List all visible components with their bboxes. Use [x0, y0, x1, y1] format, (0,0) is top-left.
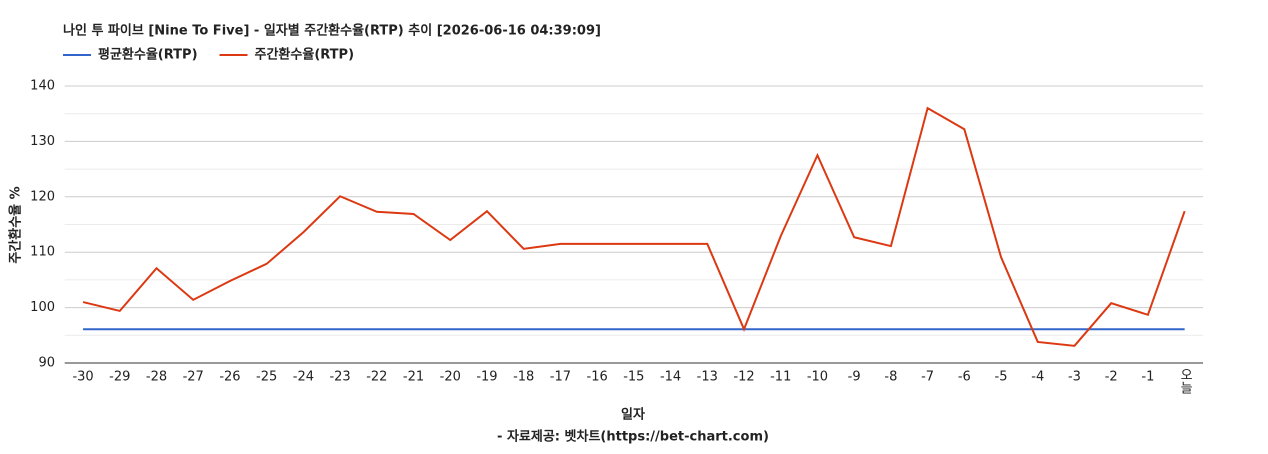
- x-tick-label: -24: [293, 370, 314, 385]
- x-tick-label: -30: [72, 370, 93, 385]
- x-tick-label: -16: [587, 370, 608, 385]
- x-tick-label: -26: [219, 370, 240, 385]
- x-tick-label: -10: [807, 370, 828, 385]
- x-tick-label: -23: [329, 370, 350, 385]
- x-tick-label: -3: [1068, 370, 1081, 385]
- y-tick-label: 110: [30, 245, 55, 260]
- x-tick-label: -1: [1141, 370, 1154, 385]
- x-tick-label: -25: [256, 370, 277, 385]
- y-tick-label: 120: [30, 189, 55, 204]
- legend-label: 주간환수율(RTP): [255, 47, 355, 63]
- x-tick-label: -28: [146, 370, 167, 385]
- x-tick-label: -22: [366, 370, 387, 385]
- y-axis-title: 주간환수율 %: [8, 186, 24, 263]
- y-tick-label: 100: [30, 300, 55, 315]
- x-tick-label: -9: [848, 370, 861, 385]
- x-tick-label: -29: [109, 370, 130, 385]
- x-tick-label: -17: [550, 370, 571, 385]
- x-tick-label: -4: [1031, 370, 1044, 385]
- x-tick-label: -13: [697, 370, 718, 385]
- x-tick-label: -15: [623, 370, 644, 385]
- source-note: - 자료제공: 벳차트(https://bet-chart.com): [497, 429, 769, 445]
- chart-title: 나인 투 파이브 [Nine To Five] - 일자별 주간환수율(RTP)…: [63, 23, 601, 39]
- x-tick-label: -19: [476, 370, 497, 385]
- x-tick-label: -2: [1105, 370, 1118, 385]
- y-tick-label: 140: [30, 79, 55, 94]
- x-tick-label: -8: [884, 370, 897, 385]
- x-axis-title: 일자: [621, 408, 645, 423]
- x-tick-label: -5: [995, 370, 1008, 385]
- x-tick-label: -27: [183, 370, 204, 385]
- series-line: [82, 106, 1186, 347]
- x-tick-label: -14: [660, 370, 681, 385]
- y-tick-label: 90: [38, 356, 55, 371]
- x-tick-label: -12: [733, 370, 754, 385]
- legend-label: 평균환수율(RTP): [98, 47, 198, 63]
- x-tick-label: -11: [770, 370, 791, 385]
- x-tick-label: -7: [921, 370, 934, 385]
- x-tick-label: -20: [440, 370, 461, 385]
- x-tick-label: -6: [958, 370, 971, 385]
- y-tick-label: 130: [30, 134, 55, 149]
- x-tick-label: -21: [403, 370, 424, 385]
- x-tick-label: 오늘: [1177, 368, 1192, 394]
- x-tick-label: -18: [513, 370, 534, 385]
